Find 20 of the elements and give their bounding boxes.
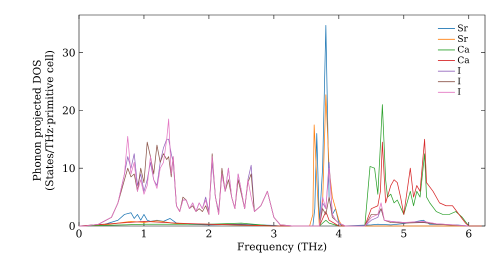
x-tick-label: 3 [271,230,276,238]
x-axis-title: Frequency (THz) [238,242,326,253]
x-tick-label: 4 [336,230,342,238]
legend-label: Sr [458,24,468,32]
legend-label: I [458,67,460,74]
x-tick-label: 0 [76,230,82,238]
y-tick-label: 0 [69,222,75,230]
y-tick-label: 10 [63,164,75,172]
x-tick-label: 5 [401,230,406,238]
x-tick-label: 1 [142,230,146,238]
legend-label: Ca [458,46,470,53]
x-tick-label: 6 [466,230,472,238]
legend-label: Sr [458,35,468,42]
y-tick-label: 30 [62,48,75,57]
y-tick-label: 20 [62,106,75,114]
legend-label: I [458,78,460,84]
legend-label: I [458,88,460,95]
legend-label: Ca [458,56,470,64]
y-axis-title: Phonon projected DOS (States/THz·primitive cell) [32,50,56,190]
x-tick-label: 2 [206,230,212,238]
